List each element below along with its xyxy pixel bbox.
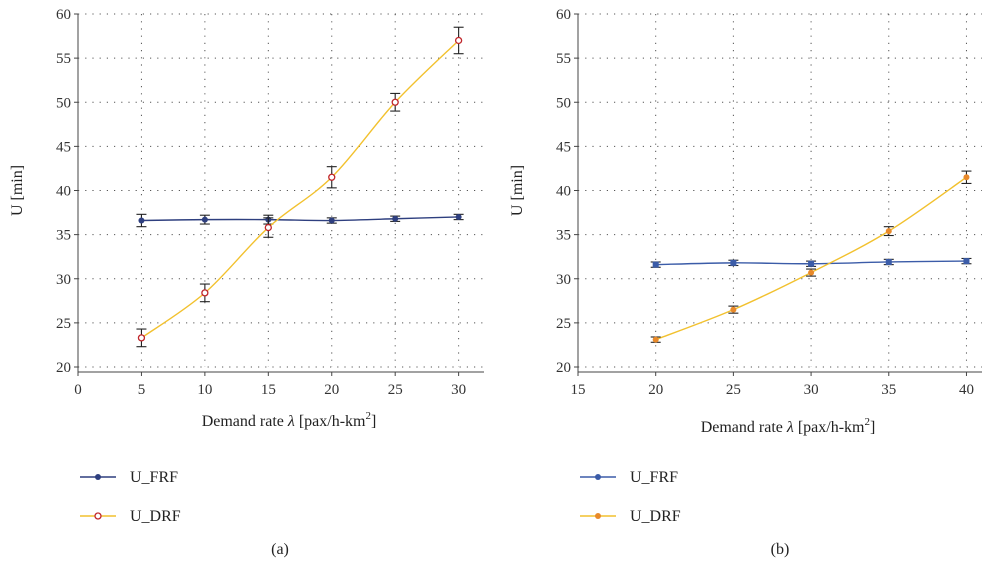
x-tick-label: 25 — [388, 382, 403, 398]
x-tick-label: 40 — [959, 382, 974, 398]
legend-label: U_DRF — [630, 508, 681, 525]
data-point-drf — [391, 98, 399, 106]
data-point-drf — [201, 289, 209, 297]
x-tick-label: 30 — [804, 382, 819, 398]
series-line-drf — [141, 39, 460, 339]
data-point-drf — [328, 173, 336, 181]
x-tick-label: 25 — [726, 382, 741, 398]
y-tick-label: 40 — [556, 184, 571, 200]
y-axis-label: U [min] — [509, 165, 526, 216]
y-tick-label: 20 — [56, 360, 71, 376]
y-tick-label: 60 — [556, 7, 571, 23]
x-tick-label: 0 — [74, 382, 82, 398]
y-tick-label: 30 — [556, 272, 571, 288]
legend-marker — [595, 474, 601, 480]
x-tick-label: 35 — [881, 382, 896, 398]
legend-label: U_FRF — [630, 469, 678, 486]
data-point-drf — [652, 336, 659, 343]
y-tick-label: 25 — [556, 316, 571, 332]
data-point-frf — [652, 261, 659, 268]
data-point-frf — [885, 258, 892, 265]
legend-marker — [94, 512, 102, 520]
y-tick-label: 40 — [56, 184, 71, 200]
legend-marker — [95, 474, 101, 480]
y-tick-label: 60 — [56, 7, 71, 23]
y-axis-label: U [min] — [9, 165, 26, 216]
legend-label: U_DRF — [130, 508, 181, 525]
y-tick-label: 50 — [56, 95, 71, 111]
legend-label: U_FRF — [130, 469, 178, 486]
x-axis-label: Demand rate λ [pax/h-km2] — [701, 416, 876, 436]
data-point-frf — [392, 215, 399, 222]
y-tick-label: 35 — [56, 228, 71, 244]
y-tick-label: 30 — [56, 272, 71, 288]
y-tick-label: 20 — [556, 360, 571, 376]
legend-marker — [595, 513, 601, 519]
x-tick-label: 30 — [451, 382, 466, 398]
data-point-drf — [885, 228, 892, 235]
data-point-drf — [808, 269, 815, 276]
data-point-drf — [454, 36, 463, 45]
data-point-drf — [730, 306, 737, 313]
data-point-frf — [963, 258, 970, 265]
data-point-frf — [455, 213, 462, 220]
chart-panel-1: 20 25 30 35 40 45 50 55 60 0 5 10 15 20 25 30 U [min] Dem… — [9, 7, 484, 558]
data-point-drf — [963, 174, 970, 181]
y-tick-label: 25 — [56, 316, 71, 332]
data-point-frf — [328, 217, 335, 224]
panel-label: (b) — [771, 541, 790, 558]
data-point-frf — [201, 216, 208, 223]
x-tick-label: 15 — [571, 382, 586, 398]
x-tick-label: 20 — [324, 382, 339, 398]
y-tick-label: 55 — [556, 51, 571, 67]
series-line-frf — [141, 216, 459, 222]
y-tick-label: 45 — [556, 139, 571, 155]
x-tick-label: 10 — [197, 382, 212, 398]
panel-label: (a) — [271, 541, 289, 558]
x-tick-label: 5 — [138, 382, 146, 398]
data-point-frf — [138, 217, 145, 224]
x-axis-label: Demand rate λ [pax/h-km2] — [202, 410, 377, 430]
data-point-drf — [137, 334, 146, 342]
data-point-frf — [730, 259, 737, 266]
x-tick-label: 20 — [648, 382, 663, 398]
y-tick-label: 45 — [56, 139, 71, 155]
y-tick-label: 55 — [56, 51, 71, 67]
data-point-drf — [264, 223, 272, 232]
y-tick-label: 35 — [556, 228, 571, 244]
y-tick-label: 50 — [556, 95, 571, 111]
x-tick-label: 15 — [261, 382, 276, 398]
data-point-frf — [808, 260, 815, 267]
